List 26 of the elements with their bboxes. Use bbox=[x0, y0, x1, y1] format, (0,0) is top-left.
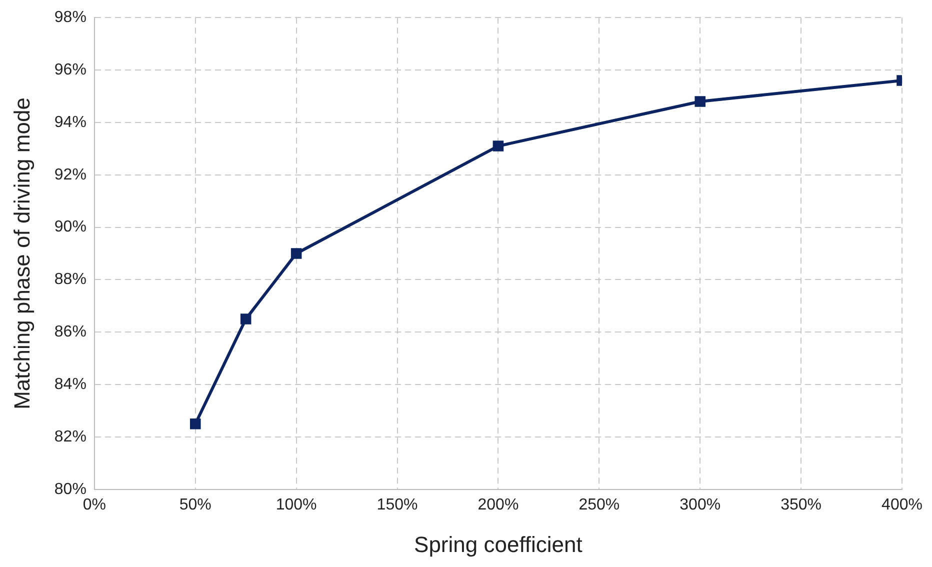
y-tick-label: 92% bbox=[54, 166, 86, 184]
point bbox=[290, 248, 302, 259]
x-tick-label: 250% bbox=[578, 496, 620, 514]
x-tick-label: 300% bbox=[680, 496, 721, 514]
y-tick-label: 84% bbox=[54, 376, 86, 393]
x-tick-label: 200% bbox=[478, 496, 519, 514]
x-tick-label: 150% bbox=[376, 496, 418, 514]
x-tick-label: 0% bbox=[82, 496, 106, 514]
x-axis-title: Spring coefficient bbox=[414, 532, 582, 557]
y-tick-label: 90% bbox=[54, 218, 86, 236]
x-tick-label: 400% bbox=[882, 496, 922, 514]
y-tick-label: 82% bbox=[54, 428, 86, 446]
x-tick-label: 100% bbox=[276, 496, 317, 514]
y-tick-label: 96% bbox=[54, 61, 86, 78]
x-tick-label: 50% bbox=[179, 496, 212, 514]
y-tick-label: 94% bbox=[54, 114, 86, 131]
y-tick-label: 80% bbox=[54, 480, 86, 498]
y-axis-title: Matching phase of driving mode bbox=[9, 98, 34, 410]
x-tick-label: 350% bbox=[780, 496, 822, 514]
point bbox=[190, 418, 201, 430]
point bbox=[492, 140, 504, 152]
point bbox=[240, 314, 252, 324]
y-tick-label: 98% bbox=[54, 9, 86, 26]
y-tick-label: 86% bbox=[54, 324, 86, 341]
y-tick-label: 88% bbox=[54, 271, 86, 288]
point bbox=[694, 96, 706, 107]
